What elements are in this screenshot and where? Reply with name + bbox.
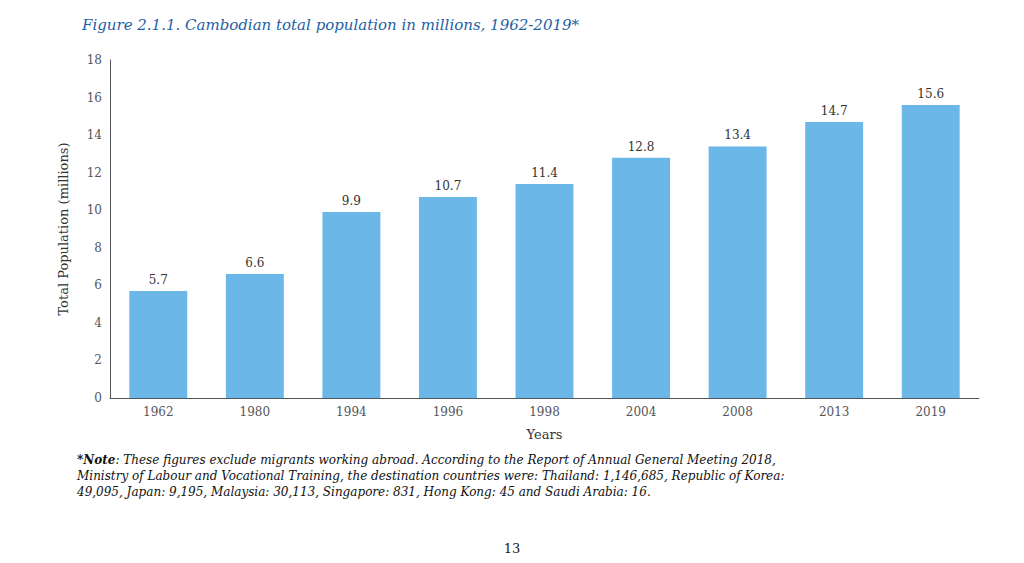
- svg-text:12.8: 12.8: [628, 140, 655, 154]
- svg-text:Ministry of Labour and Vocatio: Ministry of Labour and Vocational Traini…: [76, 469, 784, 483]
- svg-text:16: 16: [87, 91, 102, 105]
- svg-text:9.9: 9.9: [342, 194, 361, 208]
- svg-text:6: 6: [94, 278, 102, 292]
- svg-text:13: 13: [504, 541, 521, 556]
- svg-text:2013: 2013: [819, 405, 850, 419]
- svg-text:1998: 1998: [529, 405, 560, 419]
- svg-text:1996: 1996: [433, 405, 464, 419]
- svg-text:5.7: 5.7: [149, 273, 168, 287]
- svg-text:1980: 1980: [240, 405, 271, 419]
- svg-text:2004: 2004: [626, 405, 657, 419]
- svg-text:11.4: 11.4: [531, 166, 558, 180]
- svg-text:Years: Years: [526, 427, 563, 442]
- svg-text:15.6: 15.6: [917, 87, 944, 101]
- svg-text:2019: 2019: [915, 405, 946, 419]
- svg-text:49,095, Japan: 9,195, Malaysia: 49,095, Japan: 9,195, Malaysia: 30,113, …: [76, 485, 651, 499]
- svg-text:1962: 1962: [143, 405, 174, 419]
- svg-text:*Note: *Note: [77, 453, 116, 467]
- svg-text:1994: 1994: [336, 405, 367, 419]
- svg-text:2: 2: [94, 353, 102, 367]
- svg-text:6.6: 6.6: [245, 256, 264, 270]
- svg-text:Total Population (millions): Total Population (millions): [56, 142, 71, 315]
- svg-text:12: 12: [87, 166, 102, 180]
- svg-text:Figure 2.1.1. Cambodian total: Figure 2.1.1. Cambodian total population…: [81, 16, 580, 34]
- svg-text:8: 8: [94, 241, 102, 255]
- svg-text:10.7: 10.7: [435, 179, 462, 193]
- svg-text:14.7: 14.7: [821, 104, 848, 118]
- svg-text:4: 4: [94, 316, 102, 330]
- svg-text:: These figures exclude migran: : These figures exclude migrants working…: [115, 453, 775, 467]
- svg-text:2008: 2008: [722, 405, 753, 419]
- svg-text:13.4: 13.4: [724, 128, 751, 142]
- svg-text:18: 18: [87, 53, 102, 67]
- svg-text:14: 14: [87, 128, 103, 142]
- svg-text:10: 10: [87, 203, 102, 217]
- svg-text:0: 0: [94, 391, 102, 405]
